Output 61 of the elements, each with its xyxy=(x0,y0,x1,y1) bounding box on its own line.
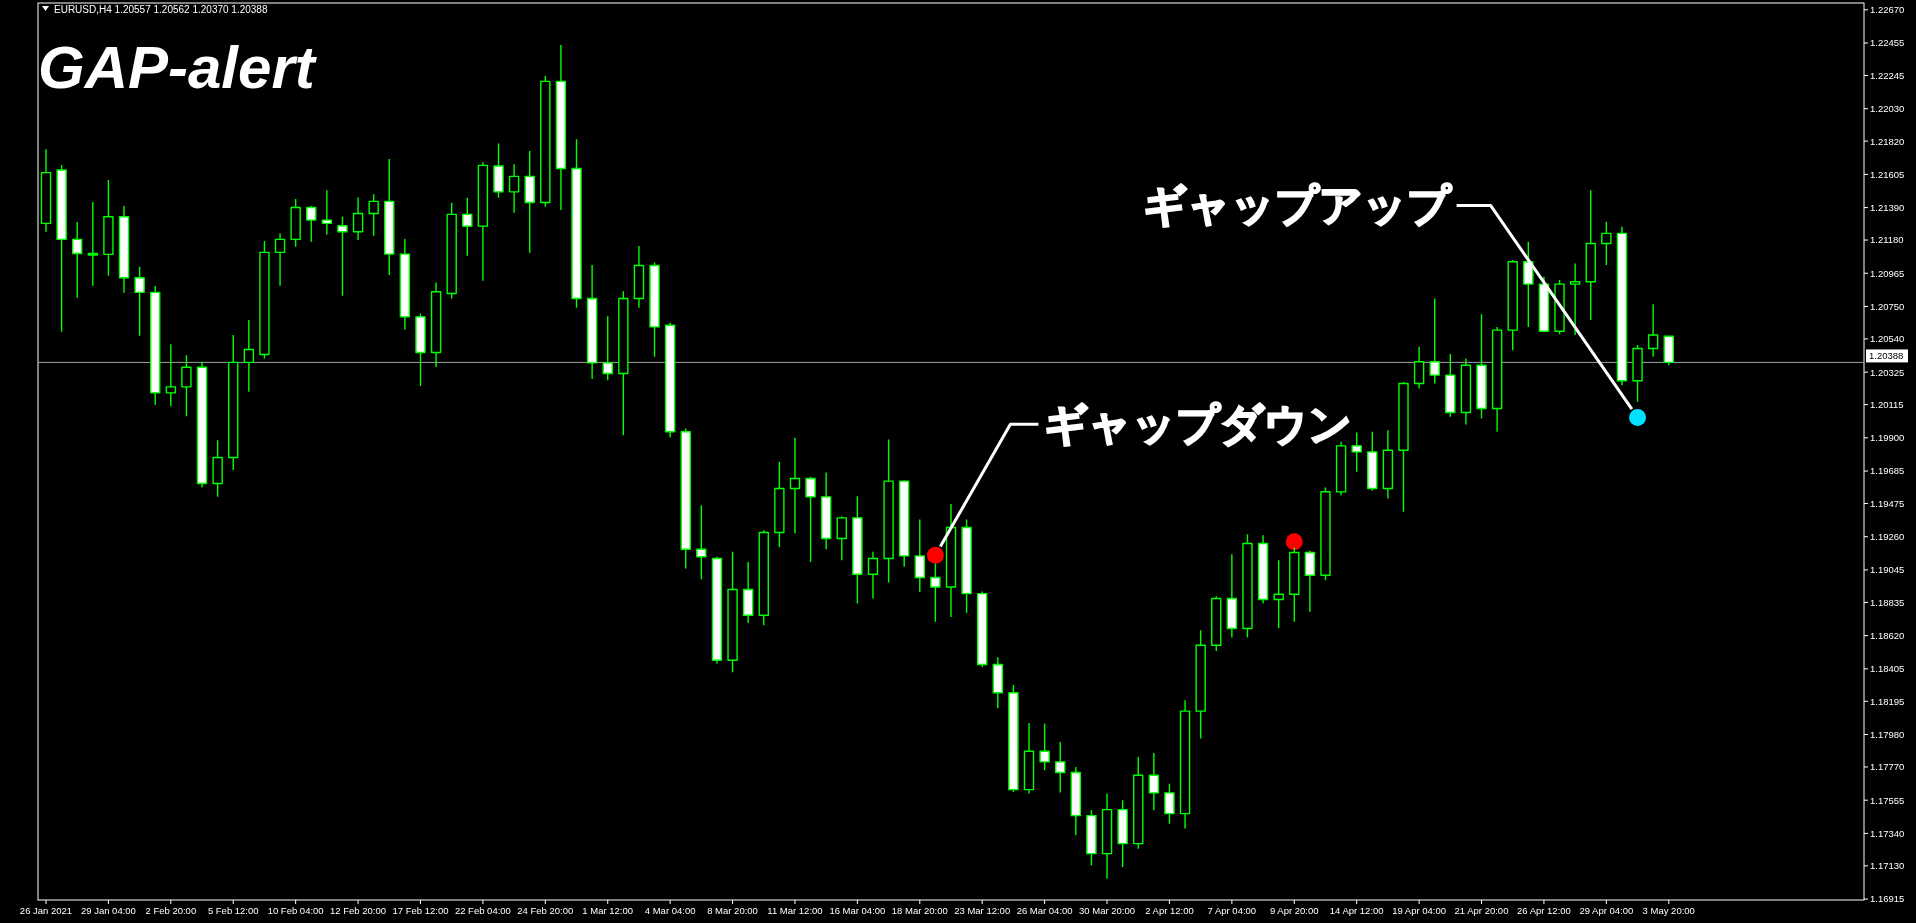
x-tick-label: 22 Feb 04:00 xyxy=(454,905,511,916)
x-tick-label: 10 Feb 04:00 xyxy=(267,905,324,916)
y-tick-label: 1.22455 xyxy=(1870,37,1905,49)
x-tick-label: 1 Mar 12:00 xyxy=(582,905,634,916)
x-tick-label: 7 Apr 04:00 xyxy=(1207,905,1257,916)
x-tick-label: 5 Feb 12:00 xyxy=(207,905,259,916)
y-tick-label: 1.20115 xyxy=(1870,399,1904,410)
y-tick-label: 1.19045 xyxy=(1870,564,1905,576)
y-tick-label: 1.19260 xyxy=(1870,531,1905,543)
y-tick-label: 1.20325 xyxy=(1870,366,1905,378)
y-tick-label: 1.19685 xyxy=(1870,465,1905,477)
y-tick-label: 1.17980 xyxy=(1870,728,1905,740)
x-tick-label: 17 Feb 12:00 xyxy=(392,905,449,916)
y-tick-label: 1.19900 xyxy=(1870,432,1905,444)
y-tick-label: 1.17555 xyxy=(1870,794,1905,806)
x-tick-label: 26 Apr 12:00 xyxy=(1516,905,1571,916)
y-tick-label: 1.21180 xyxy=(1870,234,1904,246)
y-tick-label: 1.22670 xyxy=(1870,4,1905,16)
x-tick-label: 2 Apr 12:00 xyxy=(1145,905,1194,916)
y-tick-label: 1.21390 xyxy=(1870,201,1905,213)
chart-subtitle: EURUSD,H4 1.20557 1.20562 1.20370 1.20388 xyxy=(54,4,268,15)
x-tick-label: 3 May 20:00 xyxy=(1642,905,1695,916)
y-tick-label: 1.18620 xyxy=(1870,630,1905,642)
x-tick-label: 30 Mar 20:00 xyxy=(1079,905,1136,916)
x-tick-label: 4 Mar 04:00 xyxy=(644,905,696,916)
x-tick-label: 2 Feb 20:00 xyxy=(145,905,197,916)
x-tick-label: 19 Apr 04:00 xyxy=(1392,905,1447,916)
y-tick-label: 1.21820 xyxy=(1870,135,1905,147)
ref-line-label: 1.20388 xyxy=(1869,350,1904,362)
y-tick-label: 1.17340 xyxy=(1870,827,1905,839)
y-tick-label: 1.22030 xyxy=(1870,103,1905,115)
y-tick-label: 1.18835 xyxy=(1870,596,1905,608)
x-tick-label: 26 Jan 2021 xyxy=(19,905,73,916)
y-tick-label: 1.20540 xyxy=(1870,333,1905,345)
x-tick-label: 12 Feb 20:00 xyxy=(330,905,387,916)
y-tick-label: 1.16915 xyxy=(1870,893,1905,905)
chart-title: GAP-alert xyxy=(38,34,315,101)
data-label: ギャップダウン xyxy=(1044,400,1353,449)
x-tick-label: 16 Mar 04:00 xyxy=(829,905,886,916)
x-tick-label: 29 Jan 04:00 xyxy=(80,905,136,916)
y-tick-label: 1.17130 xyxy=(1870,860,1905,872)
data-label: ギャップアップ xyxy=(1142,181,1451,230)
y-tick-label: 1.18195 xyxy=(1870,695,1905,707)
x-tick-label: 9 Apr 20:00 xyxy=(1269,905,1319,916)
y-tick-label: 1.20750 xyxy=(1870,300,1905,312)
x-tick-label: 29 Apr 04:00 xyxy=(1579,905,1634,916)
x-tick-label: 8 Mar 20:00 xyxy=(707,905,758,916)
ref-label: 1.20388 xyxy=(1866,349,1908,363)
x-tick-label: 18 Mar 20:00 xyxy=(891,905,948,916)
x-tick-label: 26 Mar 04:00 xyxy=(1016,905,1073,916)
x-tick-label: 21 Apr 20:00 xyxy=(1454,905,1509,916)
x-tick-label: 24 Feb 20:00 xyxy=(517,905,574,916)
x-tick-label: 23 Mar 12:00 xyxy=(954,905,1011,916)
y-tick-label: 1.22245 xyxy=(1870,69,1905,81)
y-tick-label: 1.19475 xyxy=(1870,497,1905,509)
y-tick-label: 1.20965 xyxy=(1870,267,1905,279)
y-tick-label: 1.18405 xyxy=(1870,663,1905,675)
y-tick-label: 1.21605 xyxy=(1870,168,1905,180)
x-tick-label: 11 Mar 12:00 xyxy=(767,905,823,916)
y-tick-label: 1.17770 xyxy=(1870,761,1905,773)
x-tick-label: 14 Apr 12:00 xyxy=(1329,905,1384,916)
